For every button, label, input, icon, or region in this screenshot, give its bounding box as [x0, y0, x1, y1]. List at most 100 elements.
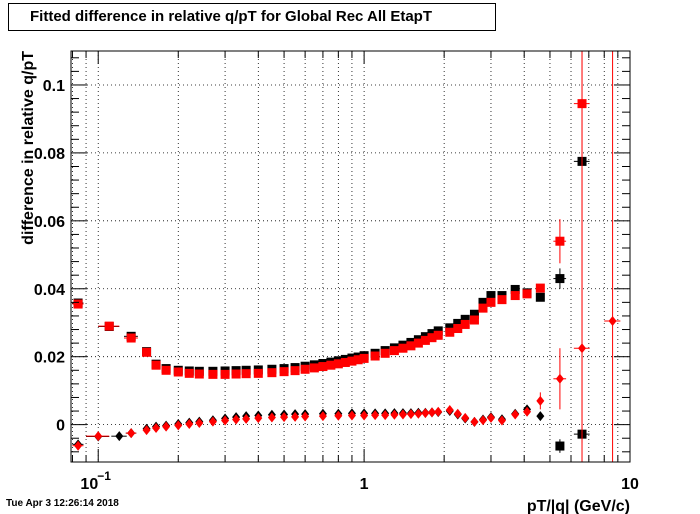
data-point — [413, 338, 423, 348]
data-point — [453, 318, 463, 328]
data-point — [151, 360, 161, 370]
data-point — [333, 359, 343, 369]
data-point — [359, 353, 369, 363]
data-point — [347, 356, 357, 366]
y-tick-label: 0.04 — [34, 282, 65, 299]
data-point — [427, 333, 437, 343]
data-point — [478, 303, 488, 313]
data-point — [522, 289, 532, 299]
data-point — [290, 366, 300, 376]
data-point — [347, 410, 356, 421]
data-point — [469, 315, 479, 325]
series-square-ff0000 — [72, 51, 590, 444]
data-point — [497, 295, 507, 305]
data-point — [578, 343, 587, 354]
data-point — [380, 348, 390, 358]
data-point — [162, 421, 171, 432]
data-point — [208, 416, 217, 427]
data-point — [470, 416, 479, 427]
data-point — [318, 411, 327, 422]
data-point — [461, 412, 470, 423]
data-point — [353, 355, 363, 365]
data-point — [479, 415, 488, 426]
data-point — [414, 408, 423, 419]
data-point — [291, 411, 300, 422]
data-point — [360, 410, 369, 421]
data-point — [486, 297, 496, 307]
y-tick-label: 0 — [56, 418, 65, 435]
data-point — [536, 395, 545, 406]
data-point — [334, 410, 343, 421]
data-point — [486, 412, 495, 423]
chart-title: Fitted difference in relative q/pT for G… — [8, 3, 496, 31]
data-point — [460, 314, 470, 324]
x-tick-label: 10 — [621, 476, 639, 493]
data-point — [267, 368, 277, 378]
data-point — [241, 369, 251, 379]
data-point — [453, 408, 462, 419]
data-point — [390, 409, 399, 420]
data-point — [535, 292, 545, 302]
data-point — [420, 335, 430, 345]
data-point — [510, 291, 520, 301]
x-tick-label-exponent: −1 — [97, 469, 111, 483]
data-point — [398, 409, 407, 420]
data-point — [220, 369, 230, 379]
data-point — [406, 341, 416, 351]
data-point — [371, 410, 380, 421]
data-point — [185, 418, 194, 429]
data-marks — [72, 51, 621, 462]
data-point — [161, 365, 171, 375]
data-point — [318, 362, 328, 372]
data-point — [242, 413, 251, 424]
data-point — [555, 274, 565, 284]
data-point — [445, 327, 455, 337]
y-tick-label: 0.08 — [34, 146, 65, 163]
data-point — [389, 346, 399, 356]
data-point — [221, 415, 230, 426]
tick-labels: 00.020.040.060.080.110 −1 1 10 — [34, 78, 639, 493]
axis-ticks — [71, 51, 631, 462]
data-point — [152, 423, 161, 434]
x-tick-label: 1 — [360, 476, 369, 493]
data-point — [126, 333, 136, 343]
data-point — [340, 357, 350, 367]
data-point — [142, 347, 152, 357]
data-point — [555, 236, 565, 246]
data-point — [195, 417, 204, 428]
data-point — [434, 406, 443, 417]
data-point — [208, 369, 218, 379]
data-point — [142, 425, 151, 436]
data-point — [326, 360, 336, 370]
data-point — [555, 441, 565, 451]
data-point — [73, 299, 83, 309]
data-point — [280, 412, 289, 423]
data-point — [427, 407, 436, 418]
data-point — [469, 309, 479, 319]
data-point — [478, 297, 488, 307]
y-tick-label: 0.02 — [34, 350, 65, 367]
series-diamond-000000 — [72, 404, 545, 450]
data-point — [115, 431, 124, 442]
data-point — [300, 364, 310, 374]
data-point — [555, 373, 564, 384]
y-tick-label: 0.06 — [34, 214, 65, 231]
data-point — [453, 324, 463, 334]
data-point — [460, 319, 470, 329]
data-point — [421, 408, 430, 419]
y-tick-label: 0.1 — [43, 78, 65, 95]
data-point — [535, 283, 545, 293]
data-point — [184, 368, 194, 378]
grid — [71, 51, 631, 462]
data-point — [254, 413, 263, 424]
data-point — [381, 410, 390, 421]
x-tick-label: 10 — [80, 476, 98, 493]
data-point — [74, 440, 83, 451]
data-point — [231, 369, 241, 379]
data-point — [194, 369, 204, 379]
series-square-000000 — [72, 156, 590, 453]
data-point — [127, 428, 136, 439]
data-point — [173, 367, 183, 377]
data-point — [608, 316, 617, 327]
data-point — [511, 409, 520, 420]
